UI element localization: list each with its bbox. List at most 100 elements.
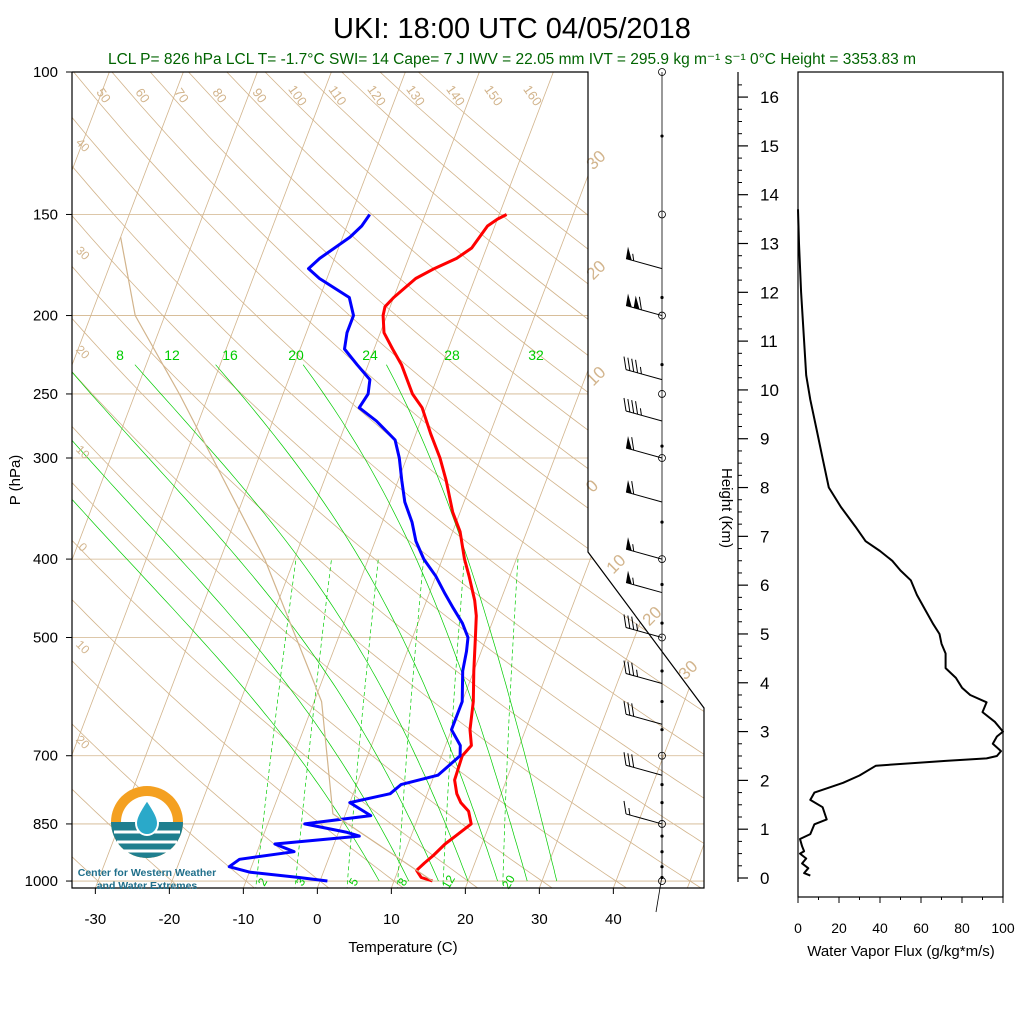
wind-barb-feather bbox=[623, 701, 627, 715]
dry-adiabat bbox=[341, 72, 704, 888]
isotherm-label: 0 bbox=[76, 540, 91, 555]
pressure-tick-label: 300 bbox=[33, 450, 58, 467]
wind-barb-half-feather bbox=[639, 366, 642, 374]
skewt-frame bbox=[71, 71, 705, 889]
pressure-tick-label: 250 bbox=[33, 386, 58, 403]
temperature-tick-label: -30 bbox=[85, 911, 107, 928]
height-tick-label: 10 bbox=[760, 381, 779, 400]
water-vapor-flux-panel: 0 20 40 60 80 100 bbox=[794, 71, 1015, 936]
skewt-background-lines bbox=[72, 72, 704, 888]
dry-adiabat-label: 50 bbox=[93, 85, 114, 105]
dry-adiabat-label: 130 bbox=[403, 82, 428, 108]
moist-adiabat-label: 8 bbox=[116, 347, 124, 363]
height-tick-label: 1 bbox=[760, 820, 769, 839]
wind-barb-staff bbox=[625, 491, 663, 503]
flux-line bbox=[797, 209, 1004, 877]
wind-barb-half-feather bbox=[628, 807, 631, 816]
wind-barb-feather bbox=[623, 614, 627, 628]
dry-adiabat bbox=[264, 72, 704, 888]
wind-level-dot bbox=[660, 520, 664, 524]
height-tick-label: 11 bbox=[760, 332, 778, 351]
wind-barb-half-feather bbox=[632, 544, 635, 552]
height-tick-label: 8 bbox=[760, 479, 769, 498]
droplet-icon bbox=[134, 798, 160, 837]
wind-barb-pennant bbox=[626, 246, 632, 261]
dry-adiabat-label: 80 bbox=[209, 85, 230, 105]
wind-level-dot bbox=[660, 865, 664, 869]
dry-adiabat bbox=[379, 72, 704, 888]
wind-barb-feather bbox=[631, 616, 635, 630]
wind-barb-pennant bbox=[626, 293, 632, 308]
moist-adiabat-label: 16 bbox=[222, 347, 238, 363]
wind-barb-feather bbox=[623, 752, 627, 766]
moist-adiabat-label: 28 bbox=[444, 347, 460, 363]
moist-adiabat bbox=[215, 364, 498, 882]
dry-adiabat-label: 140 bbox=[443, 82, 468, 108]
moist-adiabat bbox=[72, 364, 410, 882]
pressure-tick-label: 400 bbox=[33, 551, 58, 568]
wind-barb-staff bbox=[625, 410, 663, 422]
wind-level-dot bbox=[660, 669, 664, 673]
skewt-background-labels: 50 60 70 80 90 100 110 120 130 140 150 160403020100… bbox=[73, 82, 701, 891]
skewt-x-axis-label: Temperature (C) bbox=[348, 939, 457, 956]
dry-adiabat bbox=[72, 72, 568, 888]
temperature-tick-label: 0 bbox=[313, 911, 321, 928]
right-edge-isotherm-label: 10 bbox=[603, 551, 630, 578]
wind-level-dot bbox=[660, 783, 664, 787]
wind-level-circle bbox=[658, 454, 666, 462]
wind-level-circle bbox=[658, 311, 666, 320]
mixing-ratio-line bbox=[502, 559, 519, 888]
temperature-tick-label: 30 bbox=[531, 911, 548, 928]
pressure-tick-label: 700 bbox=[33, 748, 58, 765]
wind-barb-feather bbox=[635, 359, 639, 373]
dry-adiabat-label: 110 bbox=[326, 83, 350, 109]
dry-adiabat bbox=[72, 72, 704, 888]
wind-level-dot bbox=[660, 582, 664, 587]
dry-adiabat bbox=[72, 72, 704, 888]
dry-adiabat bbox=[72, 72, 704, 888]
wind-level-dot bbox=[660, 621, 664, 625]
height-tick-label: 12 bbox=[760, 283, 779, 302]
moist-adiabat bbox=[302, 364, 528, 882]
wind-barb-feather bbox=[623, 356, 627, 370]
mixing-ratio-label: 8 bbox=[395, 875, 411, 888]
wind-level-circle bbox=[658, 390, 666, 398]
dry-adiabat bbox=[72, 72, 418, 888]
dry-adiabat bbox=[72, 72, 704, 888]
wind-level-circle bbox=[658, 555, 666, 563]
wind-barb-staff bbox=[625, 627, 663, 638]
right-edge-isotherm-label: 30 bbox=[675, 657, 702, 684]
wind-barb-half-feather bbox=[632, 577, 635, 585]
wind-barb-staff bbox=[625, 548, 663, 560]
dry-adiabat bbox=[303, 72, 704, 888]
height-tick-label: 13 bbox=[760, 235, 779, 254]
logo-text-line2: and Water Extremes bbox=[97, 880, 198, 892]
moist-adiabat-label: 20 bbox=[288, 347, 304, 363]
temperature-tick-label: -10 bbox=[233, 911, 255, 928]
wind-level-circle bbox=[658, 68, 666, 76]
height-tick-label: 3 bbox=[760, 723, 769, 742]
mixing-ratio-line bbox=[441, 559, 465, 888]
wind-barb-staff bbox=[625, 713, 663, 725]
dry-adiabat bbox=[72, 72, 704, 888]
wind-barb-feather bbox=[623, 660, 627, 674]
wind-level-dot bbox=[660, 875, 664, 880]
wind-barb-feather bbox=[627, 615, 631, 629]
wind-barb-staff bbox=[625, 764, 663, 776]
wind-barb-feather bbox=[627, 702, 631, 716]
height-tick-label: 6 bbox=[760, 576, 769, 595]
wind-level-dot bbox=[660, 850, 664, 854]
mixing-ratio-line bbox=[293, 559, 332, 888]
isotherm-line bbox=[535, 72, 704, 888]
skewt-series bbox=[120, 213, 508, 883]
wind-barb-feather bbox=[631, 358, 635, 372]
wind-barb-staff bbox=[625, 447, 663, 459]
isotherm-label: 20 bbox=[73, 732, 93, 752]
mixing-ratio-line bbox=[345, 559, 379, 888]
isotherm-label: 30 bbox=[73, 243, 93, 263]
pressure-tick-label: 100 bbox=[33, 64, 58, 81]
mixing-ratio-label: 12 bbox=[439, 872, 458, 891]
